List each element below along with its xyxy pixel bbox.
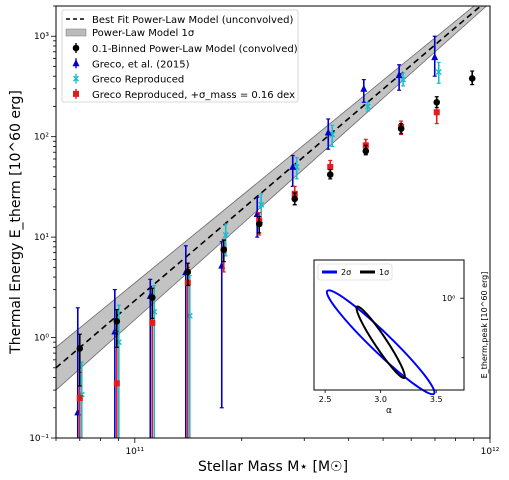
legend-label-series: Greco, et al. (2015): [92, 59, 190, 70]
data-point: [364, 103, 371, 110]
data-point: [433, 98, 441, 106]
y-tick-label: 10¹: [34, 233, 49, 243]
fit-uncertainty-band: [56, 6, 488, 391]
data-point: [431, 53, 439, 61]
data-point: [289, 162, 297, 170]
legend-swatch-marker: [72, 59, 80, 67]
x-tick-label: 10¹²: [481, 447, 500, 457]
legend-swatch-marker: [72, 44, 80, 52]
data-point: [149, 319, 156, 326]
x-axis-ticks: 10¹¹ 10¹²: [55, 438, 500, 457]
inset-frame: [313, 259, 465, 391]
legend-swatch-band: [65, 28, 87, 37]
data-point: [362, 147, 370, 155]
inset-x-tick-label: 3.0: [374, 395, 387, 404]
inset-y-ticks: 10⁰: [442, 294, 464, 359]
fit-line: [56, 6, 482, 369]
inset-legend-label-2sigma: 2σ: [341, 268, 351, 277]
y-tick-label: 10⁰: [34, 334, 49, 344]
data-point: [329, 131, 336, 138]
fit-band-area: [56, 6, 488, 391]
inset-background: [314, 260, 464, 390]
data-series: [74, 35, 476, 438]
main-plot: 10¹¹ 10¹² 10⁻¹ 10⁰ 10¹ 10² 10³ Stellar Mass M…: [8, 5, 500, 475]
best-fit-line: [56, 6, 482, 369]
y-tick-label: 10⁻¹: [29, 434, 49, 444]
data-point: [220, 246, 228, 253]
y-tick-label: 10³: [34, 32, 49, 42]
data-point: [395, 71, 403, 79]
inset-x-axis-label: α: [386, 406, 392, 416]
data-point: [184, 268, 192, 276]
data-point: [113, 380, 120, 387]
legend-box: [61, 9, 299, 103]
inset-contours: [325, 289, 436, 396]
y-tick-label: 10²: [34, 133, 49, 143]
data-point: [433, 109, 440, 116]
data-point: [324, 128, 332, 136]
data-point: [258, 201, 265, 208]
contour-1sigma: [355, 305, 406, 380]
contour-2sigma: [325, 289, 436, 396]
inset-x-ticks: 2.5 3.0 3.5: [319, 390, 443, 404]
y-axis-label: Thermal Energy E_therm [10^60 erg]: [8, 90, 24, 355]
data-point: [468, 75, 476, 82]
data-point: [397, 125, 405, 133]
legend-label-fit-line: Best Fit Power-Law Model (unconvolved): [92, 15, 293, 26]
data-point: [255, 220, 263, 228]
inset-legend-box: [317, 263, 393, 281]
inset-legend-label-1sigma: 1σ: [379, 268, 389, 277]
legend: Best Fit Power-Law Model (unconvolved) P…: [61, 9, 299, 103]
legend-label-band: Power-Law Model 1σ: [92, 28, 195, 39]
series-0: [76, 70, 476, 387]
data-point: [76, 345, 84, 352]
main-plot-frame: [55, 5, 491, 439]
data-point: [360, 84, 368, 92]
x-tick-label: 10¹¹: [125, 447, 144, 457]
x-axis-label: Stellar Mass M⋆ [M☉]: [198, 459, 348, 475]
inset-plot: 2σ 1σ 2.5 3.0 3.5 10⁰ α E_therm,peak [10^6…: [313, 259, 489, 416]
legend-series-entries: 0.1-Binned Power-Law Model (convolved) Gr…: [72, 43, 298, 101]
inset-y-tick-label: 10⁰: [442, 294, 455, 303]
inset-x-tick-label: 2.5: [319, 395, 332, 404]
legend-label-series: Greco Reproduced, +σ_mass = 0.16 dex: [92, 90, 295, 101]
data-point: [327, 163, 334, 170]
data-point: [435, 69, 442, 76]
data-point: [113, 318, 121, 325]
legend-label-series: Greco Reproduced: [92, 75, 184, 86]
legend-label-series: 0.1-Binned Power-Law Model (convolved): [92, 44, 298, 55]
data-point: [148, 294, 156, 301]
legend-swatch-marker: [73, 90, 79, 97]
data-point: [291, 195, 299, 203]
data-point: [76, 395, 83, 402]
data-point: [326, 171, 334, 178]
y-axis-ticks: 10⁻¹ 10⁰ 10¹ 10² 10³: [29, 5, 56, 444]
legend-swatch-marker: [73, 75, 79, 82]
data-point: [222, 231, 229, 238]
inset-x-tick-label: 3.5: [430, 395, 443, 404]
inset-y-axis-label: E_therm,peak [10^60 erg]: [480, 272, 489, 379]
